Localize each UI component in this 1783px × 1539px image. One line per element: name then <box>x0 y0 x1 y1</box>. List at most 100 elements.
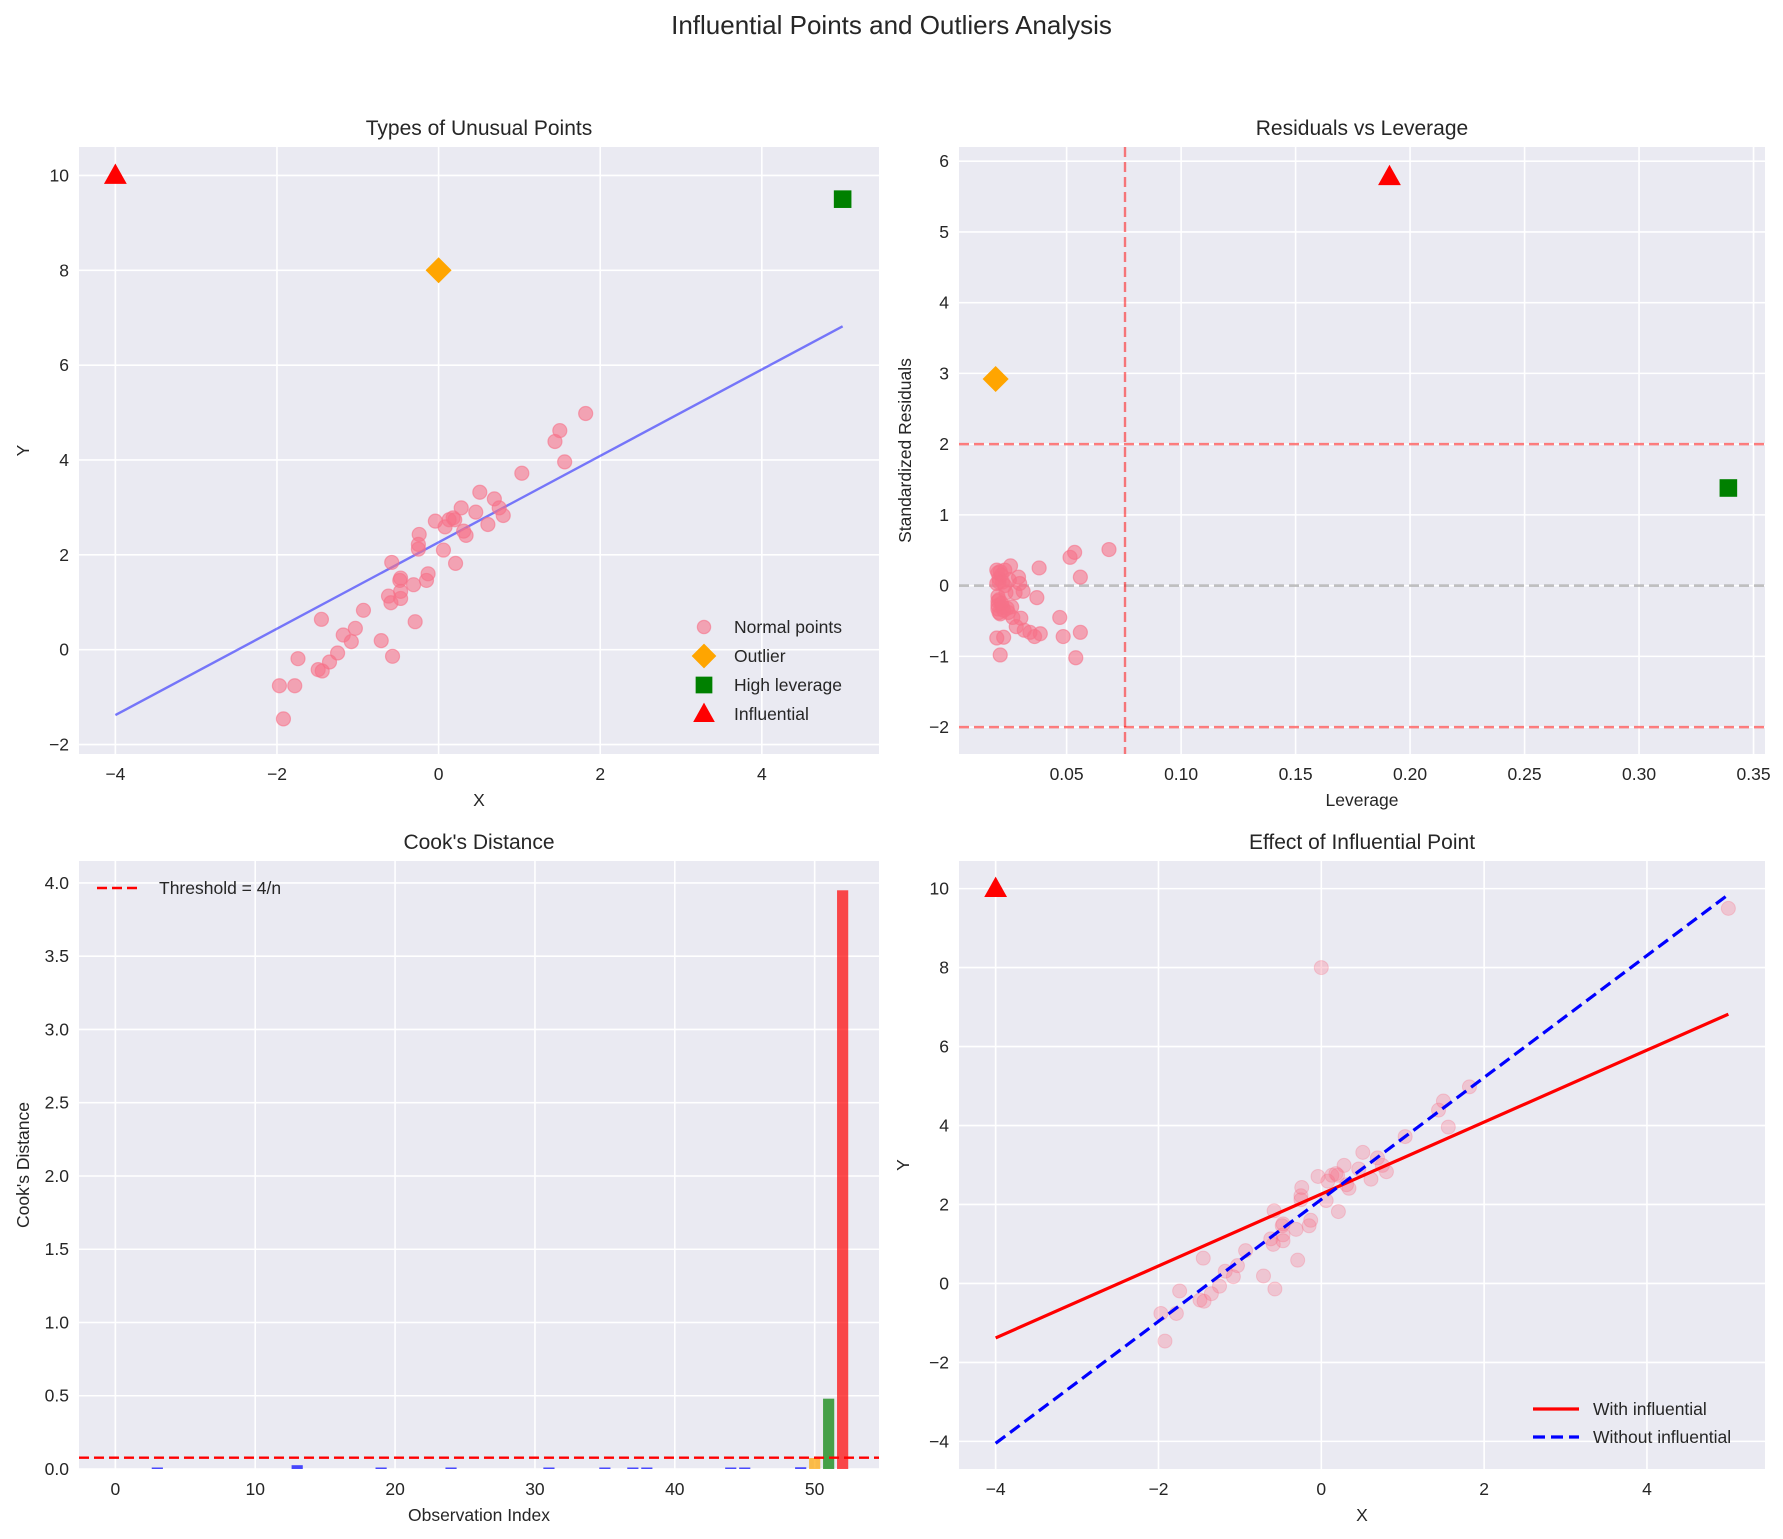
point-normal-points <box>1031 560 1047 576</box>
point-normal-points <box>514 465 530 481</box>
y-tick-label: 0.0 <box>45 1459 70 1479</box>
point-normal-points <box>1101 541 1117 558</box>
y-axis-label: Cook's Distance <box>13 1102 33 1228</box>
subplot-title: Cook's Distance <box>403 831 554 854</box>
y-tick-label: −2 <box>929 1352 949 1372</box>
subplot-types-of-unusual-points: −4 −2 0 2 4 −2 0 2 4 6 8 10 Types of Unusual Points X… <box>13 117 879 810</box>
x-tick-label: 50 <box>805 1479 825 1499</box>
legend-label: With influential <box>1593 1399 1707 1419</box>
cooks-bar <box>599 1467 611 1469</box>
point-normal-points <box>1068 650 1084 666</box>
y-axis-label: Standardized Residuals <box>895 358 915 543</box>
subplot-title: Types of Unusual Points <box>366 117 592 140</box>
subplot-effect-of-influential-point: −4 −2 0 2 4 −4 −2 0 2 4 6 8 10 Effect of Influential … <box>893 831 1765 1525</box>
figure-title: Influential Points and Outliers Analysis <box>671 10 1112 40</box>
cooks-bar <box>445 1467 457 1469</box>
point-normal-points <box>290 651 306 667</box>
point-normal-points <box>447 512 463 528</box>
cooks-bar <box>823 1398 835 1469</box>
point-data <box>1172 1283 1188 1299</box>
legend: Normal points Outlier High leverage Influen… <box>691 617 842 724</box>
point-normal-points <box>1029 590 1045 606</box>
point-normal-points <box>458 527 474 543</box>
point-normal-points <box>420 566 436 582</box>
x-tick-label: 30 <box>525 1479 545 1499</box>
y-tick-label: 10 <box>50 165 70 185</box>
x-tick-label: 2 <box>1479 1479 1489 1499</box>
cooks-bar <box>627 1467 639 1469</box>
x-tick-label: −2 <box>267 764 287 784</box>
point-normal-points <box>411 526 427 543</box>
point-data <box>1355 1144 1371 1160</box>
point-data <box>1225 1269 1241 1285</box>
point-normal-points <box>495 507 511 524</box>
y-tick-label: 2.0 <box>45 1166 70 1186</box>
line-without-influential <box>994 893 1730 1445</box>
x-tick-label: 40 <box>665 1479 685 1499</box>
legend-label: Normal points <box>734 617 842 637</box>
y-tick-label: 8 <box>939 958 949 978</box>
point-normal-points <box>997 578 1013 594</box>
x-tick-label: 0.10 <box>1164 764 1198 784</box>
x-tick-label: 2 <box>595 764 605 784</box>
y-tick-label: 1.0 <box>45 1312 70 1332</box>
point-normal-points <box>578 405 594 422</box>
y-tick-label: −2 <box>49 735 69 755</box>
x-tick-label: 0.30 <box>1622 764 1656 784</box>
point-data <box>1328 1166 1344 1182</box>
legend-marker-outlier <box>691 643 717 669</box>
subplot-title: Residuals vs Leverage <box>1256 117 1468 140</box>
plot-content <box>103 163 852 727</box>
point-normal-points <box>313 611 330 627</box>
y-tick-label: 6 <box>59 355 69 375</box>
subplot-cooks-distance: 0 10 20 30 40 50 0.0 0.5 1.0 1.5 2.0 2.5 3.0 3.5 4.0 Co… <box>13 831 879 1525</box>
point-normal-points <box>393 590 409 607</box>
point-influential <box>103 163 127 184</box>
y-tick-label: −2 <box>929 717 949 737</box>
point-normal-points <box>1055 628 1071 645</box>
point-high-leverage <box>1719 479 1738 497</box>
point-data <box>1330 1167 1346 1183</box>
x-tick-label: 0 <box>1316 1479 1326 1499</box>
point-data <box>1212 1278 1228 1294</box>
x-tick-label: 0.15 <box>1279 764 1313 784</box>
x-tick-label: −4 <box>986 1479 1006 1499</box>
cooks-bar <box>543 1467 555 1469</box>
point-data <box>1310 1168 1326 1184</box>
point-normal-points <box>355 602 372 618</box>
point-data <box>1330 1204 1346 1220</box>
x-tick-label: 4 <box>1642 1479 1652 1499</box>
point-outlier <box>425 257 452 284</box>
point-normal-points <box>407 614 423 630</box>
point-normal-points <box>405 577 422 593</box>
x-tick-label: 0.05 <box>1050 764 1084 784</box>
y-tick-label: 6 <box>939 151 949 171</box>
point-normal-points <box>472 484 488 500</box>
cooks-bar <box>375 1467 387 1469</box>
point-data <box>1203 1286 1219 1302</box>
point-normal-points <box>996 629 1012 645</box>
point-outlier <box>982 366 1009 393</box>
point-data <box>1303 1212 1319 1228</box>
regression-line <box>114 325 844 717</box>
cooks-bar <box>837 890 849 1469</box>
point-normal-points <box>480 516 496 533</box>
y-tick-label: 4 <box>59 450 69 470</box>
y-tick-label: 6 <box>939 1037 949 1057</box>
y-tick-label: 1 <box>939 505 949 525</box>
point-normal-points <box>329 645 346 661</box>
point-normal-points <box>275 711 292 727</box>
point-data <box>1288 1221 1304 1237</box>
point-normal-points <box>557 454 573 470</box>
point-data <box>1301 1218 1317 1234</box>
point-normal-points <box>453 500 469 516</box>
plot-area <box>959 861 1765 1469</box>
legend-label: Outlier <box>734 646 786 666</box>
x-tick-label: 0 <box>110 1479 120 1499</box>
point-data <box>1255 1268 1271 1284</box>
point-normal-points <box>373 633 389 649</box>
point-normal-points <box>347 620 363 636</box>
x-tick-label: 4 <box>757 764 767 784</box>
cooks-bar <box>739 1467 751 1469</box>
